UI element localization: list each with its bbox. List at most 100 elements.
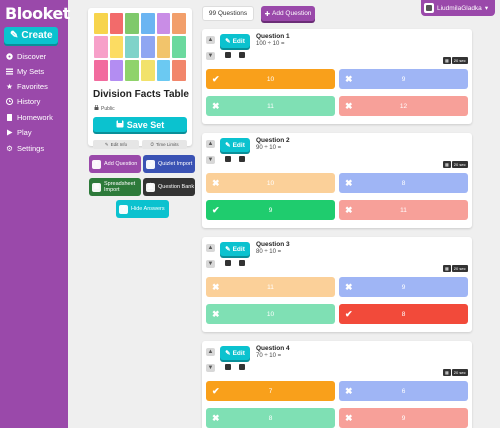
quizlet-icon: Q <box>146 159 155 169</box>
time-limits-button[interactable]: ⏱ Time Limits <box>142 140 187 149</box>
answer-correct[interactable]: ✔ 9 <box>206 200 335 220</box>
cover-tile <box>141 13 155 35</box>
answer-incorrect[interactable]: ✖ 9 <box>339 408 468 428</box>
x-icon: ✖ <box>212 281 220 292</box>
sidebar-item-label: Play <box>17 127 32 137</box>
sidebar-item-label: Homework <box>17 112 53 122</box>
move-up-button[interactable]: ▲ <box>206 244 215 252</box>
sidebar-item-favorites[interactable]: ★ Favorites <box>6 80 48 92</box>
question-number: Question 4 <box>256 345 290 352</box>
answer-text: 10 <box>266 75 275 83</box>
question-card: ▲ ▼ ✎ Edit Question 2 90 ÷ 10 = ▦ 20 sec … <box>202 133 472 228</box>
answer-incorrect[interactable]: ✖ 10 <box>206 173 335 193</box>
chevron-up-icon: ▲ <box>207 349 214 355</box>
user-menu[interactable]: LiudmilaGladka ▾ <box>421 0 495 16</box>
answer-correct[interactable]: ✔ 7 <box>206 381 335 401</box>
sidebar-item-discover[interactable]: Discover <box>6 50 46 62</box>
quizlet-import-button[interactable]: Q Quizlet Import <box>143 155 195 173</box>
question-card: ▲ ▼ ✎ Edit Question 3 80 ÷ 10 = ▦ 20 sec … <box>202 237 472 332</box>
answer-incorrect[interactable]: ✖ 11 <box>339 200 468 220</box>
answer-correct[interactable]: ✔ 8 <box>339 304 468 324</box>
time-limit-badge[interactable]: ▦ 20 sec <box>443 369 468 376</box>
copy-icon <box>238 52 245 58</box>
cover-tile <box>94 13 108 35</box>
clock-icon: ⏱ <box>150 142 154 147</box>
time-limit-badge[interactable]: ▦ 20 sec <box>443 265 468 272</box>
gear-icon: ⚙ <box>6 143 13 153</box>
answer-incorrect[interactable]: ✖ 9 <box>339 69 468 89</box>
time-limit-badge[interactable]: ▦ 20 sec <box>443 57 468 64</box>
edit-question-button[interactable]: ✎ Edit <box>220 34 250 48</box>
edit-question-button[interactable]: ✎ Edit <box>220 138 250 152</box>
create-button[interactable]: ✎ Create <box>4 27 58 44</box>
answer-incorrect[interactable]: ✖ 11 <box>206 277 335 297</box>
answer-text: 9 <box>401 75 406 83</box>
cover-tile <box>172 36 186 58</box>
delete-button[interactable] <box>223 260 232 269</box>
edit-question-button[interactable]: ✎ Edit <box>220 346 250 360</box>
question-bank-button[interactable]: 🏛 Question Bank <box>143 178 195 196</box>
duplicate-button[interactable] <box>237 52 246 61</box>
move-down-button[interactable]: ▼ <box>206 156 215 164</box>
answer-incorrect[interactable]: ✖ 6 <box>339 381 468 401</box>
trash-icon <box>224 364 231 370</box>
chevron-down-icon: ▼ <box>207 261 214 267</box>
cover-tile <box>125 36 139 58</box>
pencil-icon: ✎ <box>225 246 231 253</box>
edit-question-button[interactable]: ✎ Edit <box>220 242 250 256</box>
answer-incorrect[interactable]: ✖ 11 <box>206 96 335 116</box>
move-down-button[interactable]: ▼ <box>206 364 215 372</box>
set-info-panel: Division Facts Table Public Save Set ✎ E… <box>88 8 192 149</box>
answer-incorrect[interactable]: ✖ 12 <box>339 96 468 116</box>
sidebar-item-settings[interactable]: ⚙ Settings <box>6 142 44 154</box>
answer-incorrect[interactable]: ✖ 10 <box>206 304 335 324</box>
duplicate-button[interactable] <box>237 260 246 269</box>
add-question-label: Add Question <box>272 10 312 17</box>
move-up-button[interactable]: ▲ <box>206 140 215 148</box>
duplicate-button[interactable] <box>237 364 246 373</box>
hide-answers-button[interactable]: ? Hide Answers <box>116 200 169 218</box>
pencil-icon: ✎ <box>104 141 109 147</box>
set-title: Division Facts Table <box>93 89 189 100</box>
x-icon: ✖ <box>212 177 220 188</box>
duplicate-button[interactable] <box>237 156 246 165</box>
answer-correct[interactable]: ✔ 10 <box>206 69 335 89</box>
logo[interactable]: Blooket <box>5 4 70 23</box>
x-icon: ✖ <box>345 204 353 215</box>
cover-tile <box>125 59 139 81</box>
chevron-up-icon: ▲ <box>207 141 214 147</box>
delete-button[interactable] <box>223 364 232 373</box>
delete-button[interactable] <box>223 156 232 165</box>
x-icon: ✖ <box>345 100 353 111</box>
sidebar-item-history[interactable]: History <box>6 95 40 107</box>
sidebar-item-play[interactable]: Play <box>6 126 32 138</box>
answer-incorrect[interactable]: ✖ 8 <box>339 173 468 193</box>
delete-button[interactable] <box>223 52 232 61</box>
answer-text: 8 <box>401 310 406 318</box>
move-down-button[interactable]: ▼ <box>206 52 215 60</box>
save-set-button[interactable]: Save Set <box>93 117 187 132</box>
move-up-button[interactable]: ▲ <box>206 348 215 356</box>
set-cover-image[interactable] <box>93 12 187 82</box>
edit-info-button[interactable]: ✎ Edit Info <box>93 140 139 149</box>
sidebar-item-my-sets[interactable]: My Sets <box>6 65 44 77</box>
x-icon: ✖ <box>345 281 353 292</box>
time-limit-badge[interactable]: ▦ 20 sec <box>443 161 468 168</box>
sidebar-item-homework[interactable]: Homework <box>6 111 53 123</box>
move-up-button[interactable]: ▲ <box>206 36 215 44</box>
answer-text: 6 <box>401 387 406 395</box>
answer-text: 11 <box>267 102 274 110</box>
add-question-button[interactable]: ✚ Add Question <box>261 6 315 21</box>
x-icon: ✖ <box>212 412 220 423</box>
copy-icon <box>238 364 245 370</box>
answer-incorrect[interactable]: ✖ 9 <box>339 277 468 297</box>
avatar <box>424 3 434 13</box>
sidebar: Blooket ✎ Create Discover My Sets ★ Favo… <box>0 0 70 428</box>
move-down-button[interactable]: ▼ <box>206 260 215 268</box>
sidebar-item-label: My Sets <box>17 66 45 76</box>
username: LiudmilaGladka <box>437 4 482 12</box>
add-question-side-button[interactable]: + Add Question <box>89 155 141 173</box>
answer-incorrect[interactable]: ✖ 8 <box>206 408 335 428</box>
question-card: ▲ ▼ ✎ Edit Question 4 70 ÷ 10 = ▦ 20 sec … <box>202 341 472 428</box>
spreadsheet-import-button[interactable]: ▦ Spreadsheet Import <box>89 178 141 196</box>
